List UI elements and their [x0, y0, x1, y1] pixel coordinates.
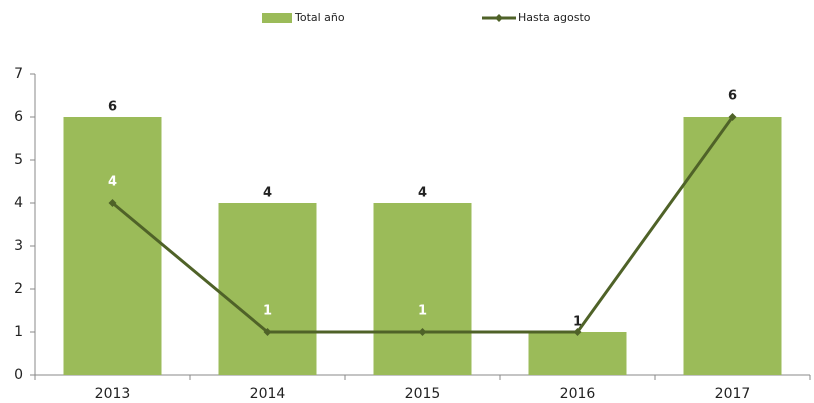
y-tick-label: 1 [14, 324, 23, 340]
marker [573, 328, 582, 336]
x-tick-label: 2017 [715, 386, 751, 402]
legend-label: Total año [294, 11, 345, 24]
y-tick-label: 4 [14, 195, 23, 211]
data-label: 1 [263, 304, 272, 319]
y-tick-label: 2 [14, 281, 23, 297]
bar [683, 117, 782, 375]
y-tick-label: 7 [14, 66, 23, 82]
bar [528, 332, 627, 375]
x-tick-label: 2016 [560, 386, 596, 402]
x-tick-label: 2013 [95, 386, 131, 402]
y-tick-label: 6 [14, 109, 23, 125]
marker [728, 113, 737, 121]
y-tick-label: 0 [14, 367, 23, 383]
legend-swatch [262, 13, 292, 23]
marker [108, 199, 117, 207]
bar [63, 117, 162, 375]
data-label: 4 [418, 186, 427, 201]
marker [418, 328, 427, 336]
bar [373, 203, 472, 375]
data-label: 6 [728, 89, 737, 104]
data-label: 1 [573, 315, 582, 330]
x-tick-label: 2015 [405, 386, 441, 402]
bar [218, 203, 317, 375]
y-tick-label: 5 [14, 152, 23, 168]
marker [263, 328, 272, 336]
x-tick-label: 2014 [250, 386, 286, 402]
data-label: 4 [263, 186, 272, 201]
data-label: 4 [108, 175, 117, 190]
y-tick-label: 3 [14, 238, 23, 254]
legend-label: Hasta agosto [518, 11, 591, 24]
data-label: 1 [418, 304, 427, 319]
data-label: 6 [108, 100, 117, 115]
legend-marker [495, 14, 503, 22]
